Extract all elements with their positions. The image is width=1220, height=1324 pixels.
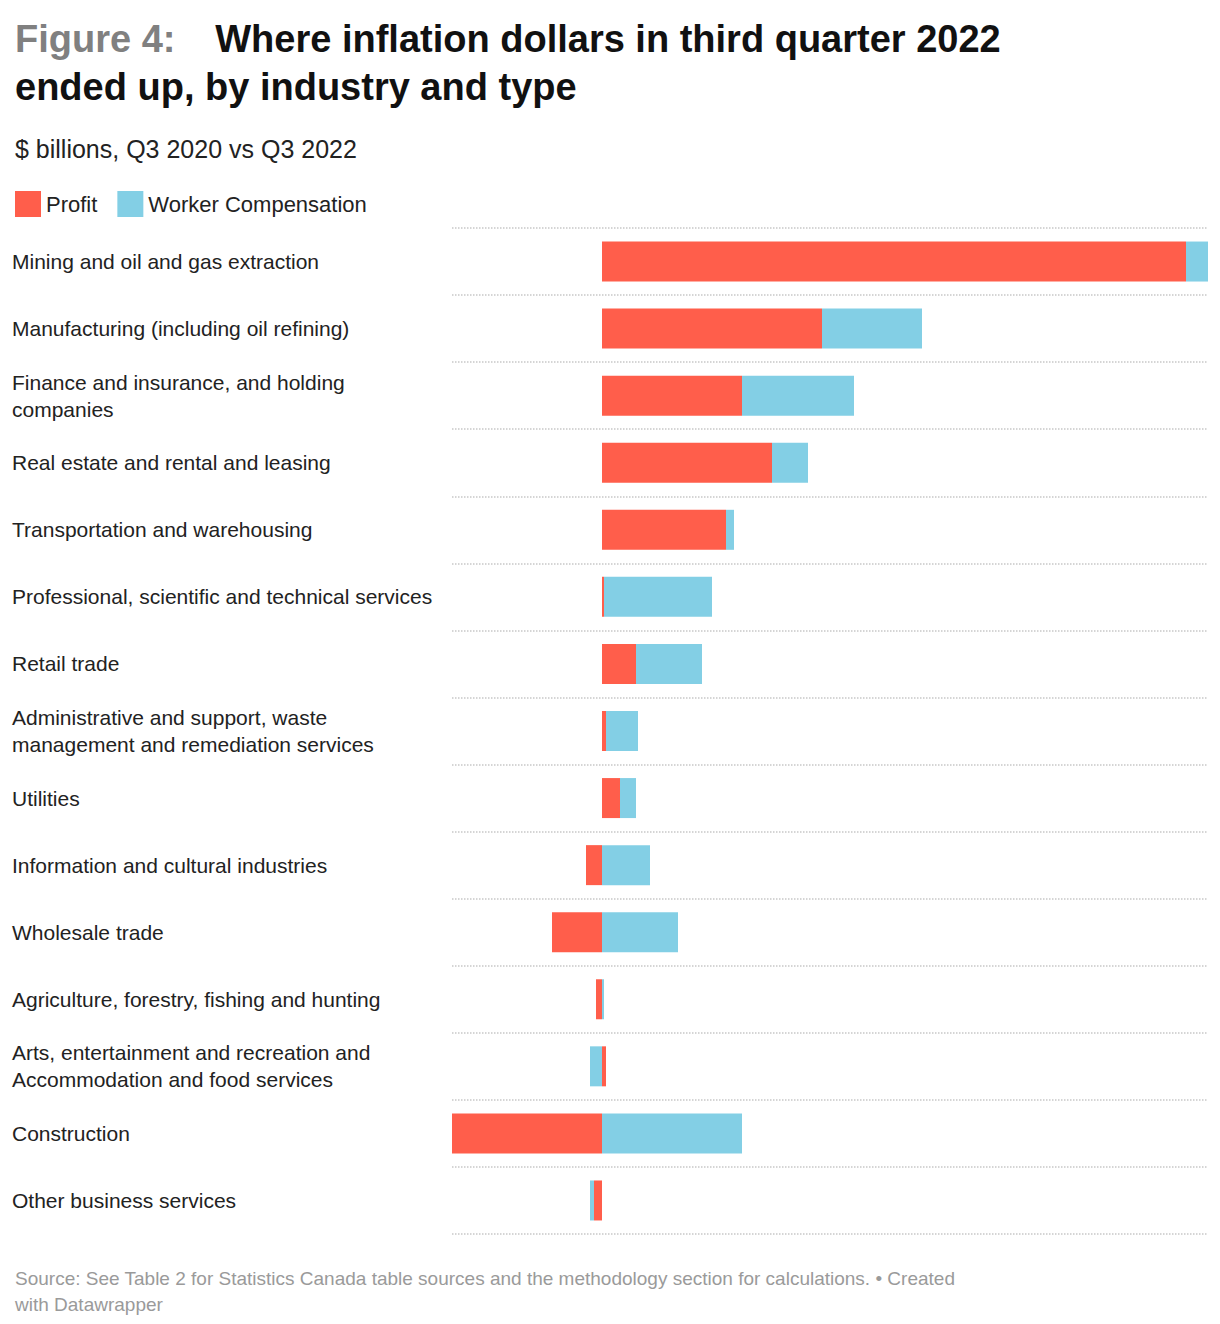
svg-text:Accommodation and food service: Accommodation and food services [12, 1068, 333, 1091]
svg-text:Retail trade: Retail trade [12, 652, 119, 675]
svg-text:companies: companies [12, 398, 114, 421]
svg-text:Profit: Profit [46, 192, 97, 217]
svg-text:with Datawrapper: with Datawrapper [14, 1294, 164, 1315]
svg-text:ended up, by industry and type: ended up, by industry and type [15, 66, 577, 108]
svg-text:Utilities: Utilities [12, 787, 80, 810]
svg-text:Transportation and warehousing: Transportation and warehousing [12, 518, 312, 541]
svg-text:Where inflation dollars in thi: Where inflation dollars in third quarter… [215, 18, 1011, 60]
svg-text:Manufacturing (including oil r: Manufacturing (including oil refining) [12, 317, 349, 340]
svg-text:Professional, scientific and t: Professional, scientific and technical s… [12, 585, 432, 608]
svg-text:Arts, entertainment and recrea: Arts, entertainment and recreation and [12, 1041, 376, 1064]
svg-text:Agriculture, forestry, fishing: Agriculture, forestry, fishing and hunti… [12, 988, 380, 1011]
svg-text:Information and cultural indus: Information and cultural industries [12, 854, 327, 877]
svg-text:Figure 4:: Figure 4: [15, 18, 175, 60]
svg-text:Wholesale trade: Wholesale trade [12, 921, 164, 944]
svg-text:Real estate and rental and lea: Real estate and rental and leasing [12, 451, 331, 474]
svg-text:$ billions, Q3 2020 vs Q3 2022: $ billions, Q3 2020 vs Q3 2022 [15, 135, 357, 163]
svg-text:Mining and oil and gas extract: Mining and oil and gas extraction [12, 250, 319, 273]
svg-text:Administrative and support, wa: Administrative and support, waste [12, 706, 333, 729]
svg-text:Source: See Table 2 for Statis: Source: See Table 2 for Statistics Canad… [15, 1268, 960, 1289]
svg-text:management and remediation ser: management and remediation services [12, 733, 374, 756]
svg-text:Worker Compensation: Worker Compensation [148, 192, 366, 217]
svg-text:Finance and insurance, and hol: Finance and insurance, and holding [12, 371, 351, 394]
svg-text:Construction: Construction [12, 1122, 130, 1145]
svg-text:Other business services: Other business services [12, 1189, 236, 1212]
